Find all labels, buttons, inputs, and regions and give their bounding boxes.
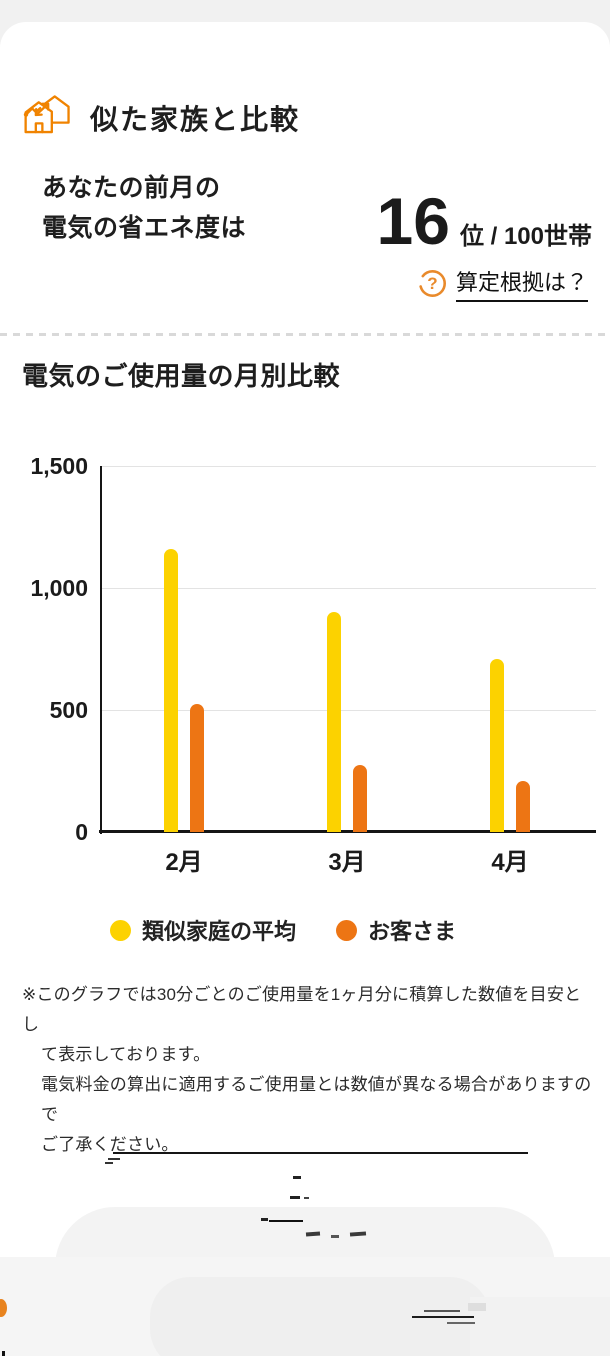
- bar-similar-average: [490, 658, 504, 832]
- compare-houses-icon: [22, 86, 70, 136]
- legend-item: 類似家庭の平均: [110, 914, 296, 946]
- basis-row: ? 算定根拠は？: [418, 265, 588, 302]
- render-artifact: [108, 1158, 120, 1160]
- render-artifact: [105, 1162, 113, 1164]
- render-artifact: [261, 1218, 268, 1221]
- intro-line-1: あなたの前月の: [42, 174, 221, 202]
- y-tick-label: 0: [75, 819, 88, 845]
- card-title: 似た家族と比較: [90, 104, 301, 135]
- render-artifact: [304, 1197, 309, 1199]
- render-artifact: [293, 1176, 301, 1179]
- render-artifact: [424, 1310, 460, 1312]
- rank-unit: 位 / 100世帯: [459, 223, 592, 250]
- bar-customer: [353, 764, 367, 832]
- render-artifact: [331, 1235, 339, 1238]
- y-axis-line: [100, 466, 102, 834]
- bar-customer: [516, 780, 530, 832]
- question-circle-icon[interactable]: ?: [418, 269, 447, 298]
- render-artifact: [447, 1322, 475, 1324]
- footnote-line: て表示しております。: [41, 1045, 211, 1064]
- x-tick-label: 3月: [328, 849, 366, 876]
- render-artifact: [412, 1316, 474, 1318]
- chart-legend: 類似家庭の平均 お客さま: [110, 914, 456, 946]
- intro-line-2: 電気の省エネ度は: [42, 214, 247, 242]
- comparison-card: 似た家族と比較 あなたの前月の 電気の省エネ度は 16 位 / 100世帯 ? …: [0, 22, 610, 1356]
- bar-customer: [190, 703, 204, 832]
- x-axis-line: [99, 830, 596, 833]
- render-artifact: [290, 1196, 300, 1199]
- y-gridline: [100, 709, 596, 711]
- bar-similar-average: [327, 612, 341, 832]
- x-tick-label: 4月: [491, 849, 529, 876]
- y-tick-label: 500: [49, 697, 88, 723]
- legend-dot-icon: [336, 919, 358, 941]
- footnote-line: ※このグラフでは30分ごとのご使用量を1ヶ月分に積算した数値を目安とし: [22, 985, 582, 1034]
- dashed-divider: [0, 333, 610, 336]
- legend-dot-icon: [110, 919, 131, 941]
- render-artifact: [113, 1152, 528, 1154]
- rank-row: 16 位 / 100世帯: [377, 188, 592, 254]
- footnote-line: 電気料金の算出に適用するご使用量とは数値が異なる場合がありますので: [41, 1075, 592, 1124]
- monthly-usage-bar-chart: 0 500 1,000 1,500 2月 3月 4月: [0, 22, 610, 902]
- render-artifact: [470, 1297, 610, 1356]
- y-gridline: [100, 465, 596, 467]
- x-tick-label: 2月: [165, 849, 203, 876]
- svg-text:?: ?: [427, 274, 437, 293]
- intro-text: あなたの前月の 電気の省エネ度は: [42, 168, 246, 248]
- calculation-basis-link[interactable]: 算定根拠は？: [455, 265, 588, 302]
- y-tick-label: 1,500: [30, 453, 88, 479]
- y-tick-label: 1,000: [30, 575, 88, 601]
- chart-section-title: 電気のご使用量の月別比較: [22, 361, 341, 391]
- footnote: ※このグラフでは30分ごとのご使用量を1ヶ月分に積算した数値を目安とし て表示し…: [22, 980, 598, 1160]
- render-artifact: [269, 1220, 303, 1222]
- legend-label: 類似家庭の平均: [142, 919, 297, 944]
- render-artifact: [0, 1299, 7, 1317]
- bar-similar-average: [164, 548, 178, 832]
- render-artifact: [468, 1303, 486, 1311]
- render-artifact: [2, 1351, 5, 1356]
- footnote-line: ご了承ください。: [41, 1135, 179, 1154]
- legend-label: お客さま: [368, 919, 457, 944]
- rank-value: 16: [376, 184, 450, 258]
- legend-item: お客さま: [336, 914, 456, 946]
- y-gridline: [100, 587, 596, 589]
